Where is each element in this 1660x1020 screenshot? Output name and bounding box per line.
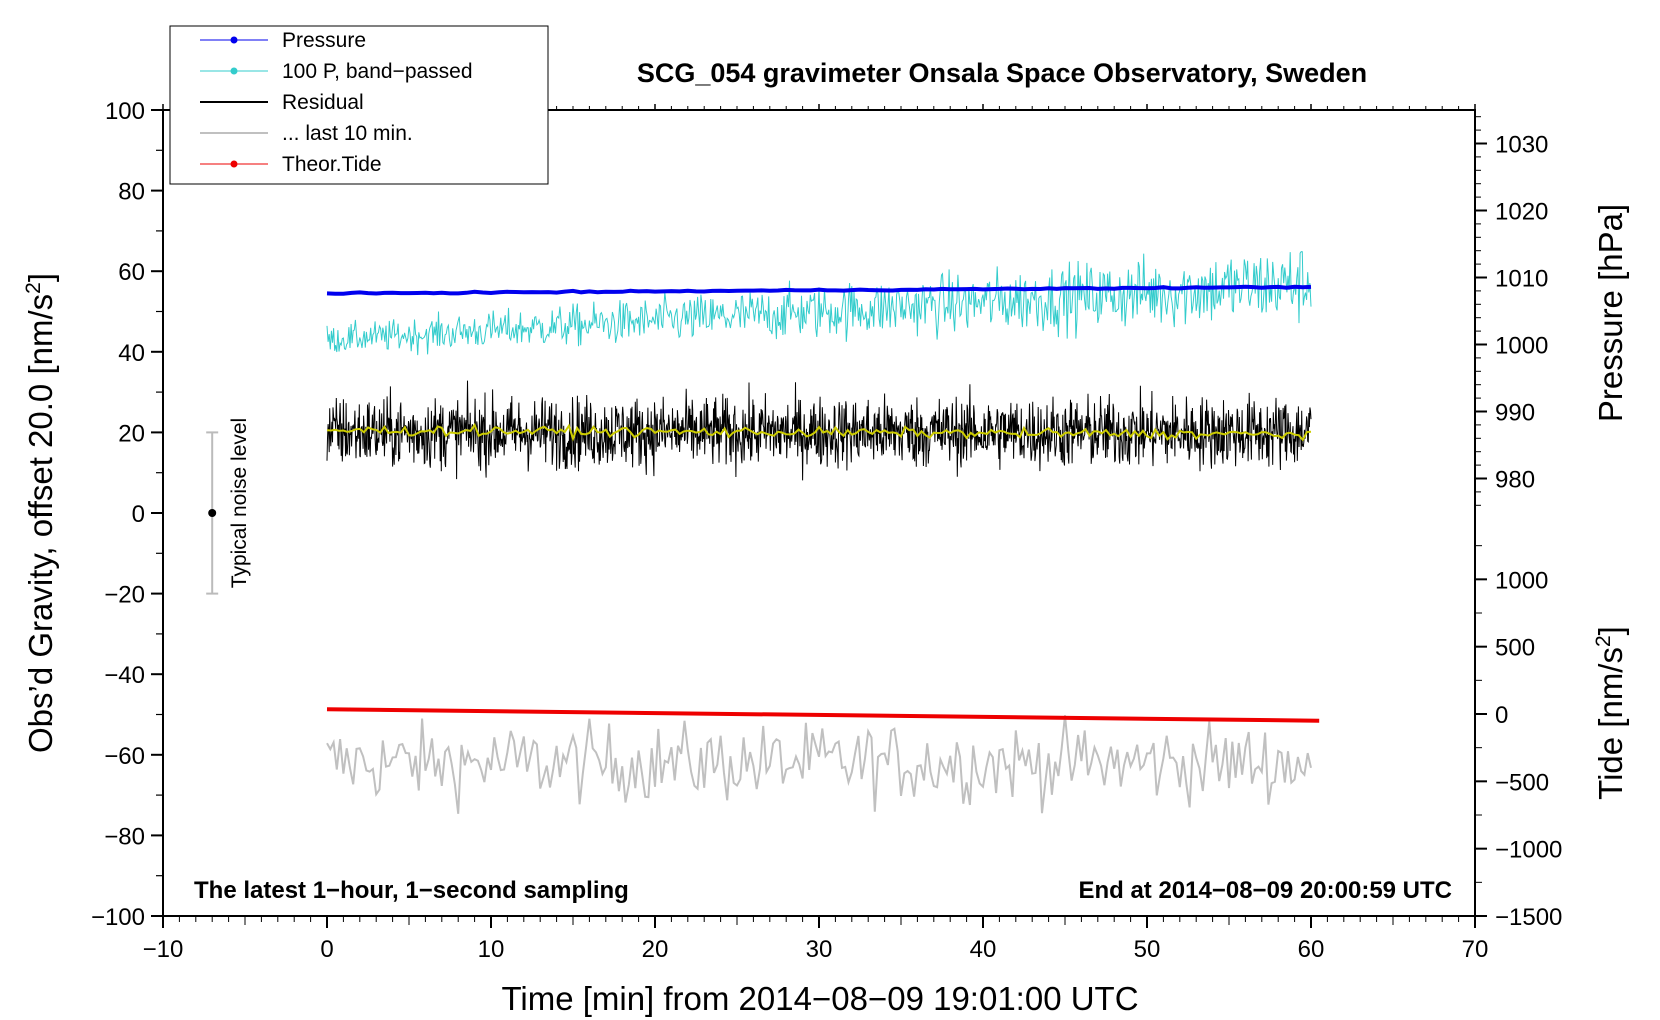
chart-title: SCG_054 gravimeter Onsala Space Observat…	[637, 58, 1367, 88]
pressure-axis-title: Pressure [hPa]	[1592, 204, 1629, 422]
x-tick-label: 60	[1298, 936, 1325, 963]
note-right: End at 2014−08−09 20:00:59 UTC	[1078, 877, 1452, 904]
legend-label: 100 P, band−passed	[282, 60, 473, 83]
left-axis-title-sup: 2	[22, 282, 45, 294]
x-tick-label: 0	[320, 936, 333, 963]
series-residual-smoothed	[326, 422, 1312, 442]
pressure-tick-label: 990	[1495, 400, 1535, 427]
tide-axis-title-sup: 2	[1592, 635, 1615, 647]
noise-bar	[206, 431, 219, 595]
series-layer	[326, 251, 1320, 814]
pressure-tick-label: 1000	[1495, 333, 1548, 360]
legend-label: Residual	[282, 91, 364, 114]
pressure-axis-ticks: 1030 1020 1010 1000 990 980	[1475, 116, 1548, 506]
left-axis-title-main: Obs’d Gravity, offset 20.0 [nm/s	[22, 294, 59, 753]
left-axis-ticks: 100 80 60 40 20 0 −20 −40 −60 −80 −100	[91, 98, 163, 931]
legend-label: ... last 10 min.	[282, 122, 413, 145]
tide-axis-title: Tide [nm/s2]	[1592, 626, 1629, 800]
left-axis-title-end: ]	[22, 273, 59, 282]
tide-tick-label: 0	[1495, 702, 1508, 729]
tide-tick-label: 500	[1495, 635, 1535, 662]
left-tick-label: 20	[118, 420, 145, 447]
left-tick-label: 60	[118, 259, 145, 286]
left-tick-label: −20	[104, 582, 145, 609]
legend-swatch-dot	[230, 67, 238, 75]
legend-box	[169, 25, 549, 185]
left-tick-label: −100	[91, 904, 145, 931]
left-tick-label: −80	[104, 823, 145, 850]
x-tick-label: 20	[642, 936, 669, 963]
legend: Pressure 100 P, band−passed Residual ... la…	[169, 25, 549, 185]
legend-swatch-dot	[230, 36, 238, 44]
tide-tick-label: −500	[1495, 769, 1549, 796]
left-tick-label: 100	[105, 98, 145, 125]
noise-bar-label: Typical noise level	[228, 418, 251, 588]
tide-tick-label: −1500	[1495, 904, 1562, 931]
series-pressure	[326, 284, 1312, 296]
x-tick-label: 10	[478, 936, 505, 963]
tide-axis-ticks: 1000 500 0 −500 −1000 −1500	[1475, 545, 1562, 931]
legend-swatch-dot	[230, 160, 238, 168]
legend-label: Theor.Tide	[282, 153, 382, 176]
series-100p-band-passed	[326, 251, 1312, 356]
left-axis-title: Obs’d Gravity, offset 20.0 [nm/s2]	[22, 273, 59, 753]
left-tick-label: −40	[104, 662, 145, 689]
series-last-10-min	[326, 715, 1312, 814]
legend-label: Pressure	[282, 29, 366, 52]
tide-axis-title-end: ]	[1592, 626, 1629, 635]
left-tick-label: 0	[132, 501, 145, 528]
pressure-tick-label: 1030	[1495, 132, 1548, 159]
left-tick-label: −60	[104, 743, 145, 770]
plot-frame	[162, 109, 1476, 917]
tide-tick-label: 1000	[1495, 567, 1548, 594]
x-tick-label: 40	[970, 936, 997, 963]
series-theor-tide	[326, 707, 1320, 723]
x-tick-label: 30	[806, 936, 833, 963]
pressure-tick-label: 1020	[1495, 199, 1548, 226]
left-tick-label: 40	[118, 340, 145, 367]
pressure-tick-label: 980	[1495, 467, 1535, 494]
tide-tick-label: −1000	[1495, 837, 1562, 864]
left-tick-label: 80	[118, 179, 145, 206]
x-axis-title: Time [min] from 2014−08−09 19:01:00 UTC	[501, 980, 1138, 1017]
series-residual	[326, 380, 1312, 481]
x-axis-ticks: −10 0 10 20 30 40 50 60 70	[143, 104, 1489, 963]
noise-bar-center-dot	[208, 509, 217, 517]
pressure-tick-label: 1010	[1495, 266, 1548, 293]
tide-axis-title-main: Tide [nm/s	[1592, 647, 1629, 800]
x-tick-label: 70	[1462, 936, 1489, 963]
note-left: The latest 1−hour, 1−second sampling	[194, 877, 629, 904]
x-tick-label: −10	[143, 936, 184, 963]
x-tick-label: 50	[1134, 936, 1161, 963]
